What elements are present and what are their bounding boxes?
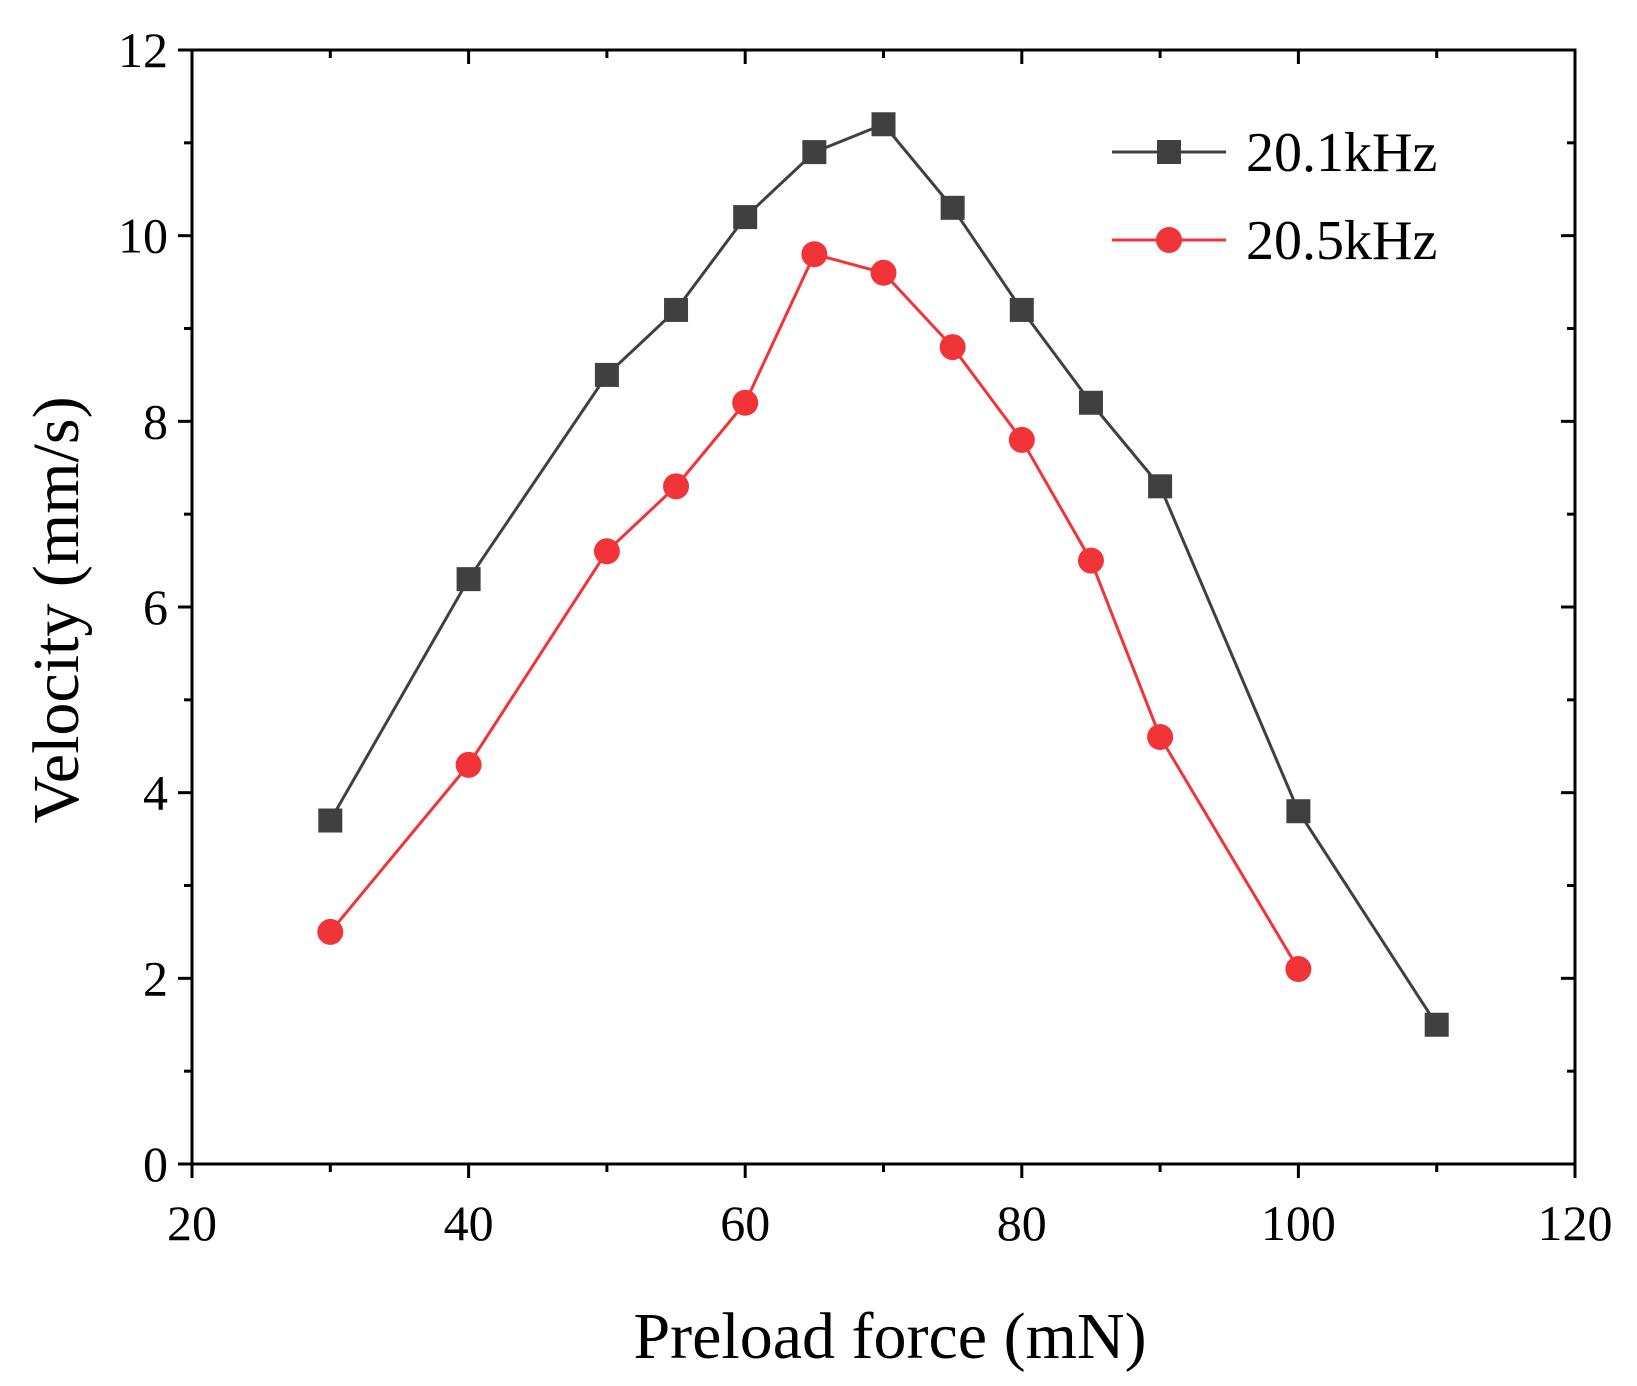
data-point — [593, 538, 620, 565]
x-tick-label: 100 — [1261, 1195, 1336, 1251]
data-point — [455, 751, 482, 778]
legend-marker — [1157, 140, 1181, 164]
legend-label: 20.1kHz — [1246, 122, 1437, 184]
x-tick-label: 40 — [444, 1195, 494, 1251]
y-tick-label: 2 — [143, 950, 168, 1006]
series-20.1kHz — [318, 112, 1449, 1037]
data-point — [1148, 474, 1173, 499]
x-axis-label: Preload force (mN) — [633, 1300, 1146, 1373]
legend-marker — [1156, 227, 1182, 253]
y-tick-label: 6 — [143, 579, 168, 635]
x-tick-label: 120 — [1538, 1195, 1613, 1251]
x-tick-label: 20 — [167, 1195, 217, 1251]
data-point — [1078, 390, 1103, 415]
series-line — [329, 252, 1300, 970]
data-point — [664, 297, 689, 322]
y-tick-label: 10 — [118, 208, 168, 264]
x-tick-label: 80 — [997, 1195, 1047, 1251]
y-tick-label: 12 — [118, 22, 168, 78]
data-point — [1147, 723, 1174, 750]
data-point — [594, 362, 619, 387]
y-tick-label: 8 — [143, 393, 168, 449]
data-point — [1077, 547, 1104, 574]
series-layer — [317, 112, 1449, 1037]
y-axis-label: Velocity (mm/s) — [20, 396, 93, 823]
legend-item: 20.5kHz — [1112, 210, 1437, 272]
data-point — [733, 205, 758, 230]
legend-item: 20.1kHz — [1112, 122, 1437, 184]
axis-layer: 20 40 60 80 100 120 0 2 4 6 8 10 12 — [118, 22, 1613, 1251]
data-point — [1424, 1012, 1449, 1037]
data-point — [732, 389, 759, 416]
y-tick-label: 0 — [143, 1136, 168, 1192]
y-tick-label: 4 — [143, 765, 168, 821]
data-point — [1285, 956, 1312, 983]
data-point — [940, 195, 965, 220]
legend-label: 20.5kHz — [1246, 210, 1437, 272]
x-tick-label: 60 — [720, 1195, 770, 1251]
data-point — [317, 918, 344, 945]
data-point — [318, 808, 343, 833]
data-point — [870, 259, 897, 286]
series-20.5kHz — [317, 241, 1312, 983]
data-point — [871, 112, 896, 137]
legend: 20.1kHz 20.5kHz — [1112, 122, 1437, 272]
data-point — [939, 334, 966, 361]
data-point — [1286, 799, 1311, 824]
data-point — [802, 140, 827, 165]
data-point — [456, 567, 481, 592]
data-point — [1009, 297, 1034, 322]
data-point — [1008, 426, 1035, 453]
data-point — [663, 473, 690, 500]
data-point — [801, 241, 828, 268]
